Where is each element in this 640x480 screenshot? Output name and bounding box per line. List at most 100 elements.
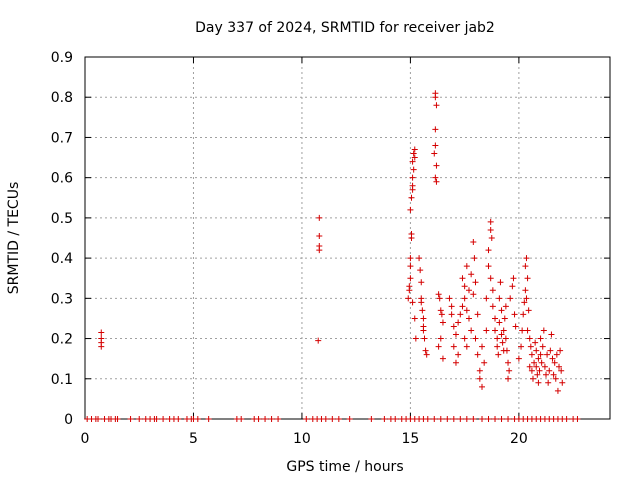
data-point (433, 178, 440, 185)
data-point (487, 226, 494, 233)
data-point (455, 319, 462, 326)
data-point (538, 359, 545, 366)
data-point (461, 283, 468, 290)
data-point (461, 335, 468, 342)
data-point (455, 351, 462, 358)
data-point (412, 335, 419, 342)
data-point (407, 206, 414, 213)
data-point (526, 363, 533, 370)
data-point (492, 315, 499, 322)
data-point (463, 263, 470, 270)
data-point (476, 375, 483, 382)
data-point (444, 416, 451, 422)
data-point (505, 359, 512, 366)
data-point (503, 347, 510, 354)
chart-title: Day 337 of 2024, SRMTID for receiver jab… (195, 20, 495, 36)
data-point (534, 371, 541, 378)
data-point (459, 275, 466, 282)
data-point (549, 355, 556, 362)
data-point (315, 337, 322, 344)
y-tick-label: 0.8 (51, 90, 73, 106)
data-point (546, 367, 553, 374)
x-tick-label: 5 (189, 431, 198, 447)
data-point (465, 287, 472, 294)
data-point (526, 335, 533, 342)
data-point (472, 279, 479, 286)
data-point (524, 275, 531, 282)
data-point (520, 311, 527, 318)
data-point (463, 343, 470, 350)
data-point (238, 416, 245, 422)
data-point (541, 363, 548, 370)
x-tick-label: 0 (81, 431, 90, 447)
data-point (533, 347, 540, 354)
x-tick-label: 20 (510, 431, 528, 447)
data-point (419, 307, 426, 314)
data-point (437, 307, 444, 314)
data-point (481, 359, 488, 366)
data-point (535, 379, 542, 386)
data-point (153, 416, 160, 422)
data-point (476, 367, 483, 374)
data-point (485, 263, 492, 270)
data-point (468, 271, 475, 278)
data-point (479, 416, 486, 422)
y-tick-label: 0.7 (51, 130, 73, 146)
data-point (532, 339, 539, 346)
data-point (408, 230, 415, 237)
data-point (556, 363, 563, 370)
data-point (528, 351, 535, 358)
data-point (450, 323, 457, 330)
data-point (446, 295, 453, 302)
data-point (506, 367, 513, 374)
data-point (507, 295, 514, 302)
y-tick-label: 0.1 (51, 372, 73, 388)
data-point (518, 343, 525, 350)
grid-lines (85, 57, 610, 419)
data-point (470, 291, 477, 298)
data-point (160, 416, 167, 422)
data-point (418, 299, 425, 306)
data-point (450, 343, 457, 350)
data-point (531, 359, 538, 366)
data-point (472, 335, 479, 342)
data-point (519, 327, 526, 334)
data-point (537, 335, 544, 342)
data-point (552, 375, 559, 382)
data-points (84, 90, 581, 422)
data-point (557, 347, 564, 354)
x-tick-label: 10 (293, 431, 311, 447)
data-point (205, 416, 212, 422)
data-point (521, 299, 528, 306)
data-point (411, 146, 418, 153)
data-point (437, 335, 444, 342)
data-point (463, 416, 470, 422)
data-point (437, 416, 444, 422)
data-point (502, 303, 509, 310)
data-point (529, 375, 536, 382)
data-point (407, 275, 414, 282)
x-tick-label: 15 (401, 431, 419, 447)
data-point (494, 335, 501, 342)
data-point (392, 416, 399, 422)
data-point (487, 218, 494, 225)
data-point (498, 331, 505, 338)
data-point (275, 416, 282, 422)
data-point (505, 375, 512, 382)
data-point (438, 311, 445, 318)
y-tick-label: 0.5 (51, 211, 73, 227)
data-point (448, 303, 455, 310)
data-point (432, 126, 439, 133)
data-point (497, 279, 504, 286)
data-point (410, 166, 417, 173)
data-point (408, 194, 415, 201)
data-point (459, 303, 466, 310)
data-point (435, 291, 442, 298)
data-point (424, 416, 431, 422)
data-point (500, 327, 507, 334)
data-point (114, 416, 121, 422)
data-point (474, 311, 481, 318)
data-point (127, 416, 134, 422)
data-point (262, 416, 269, 422)
